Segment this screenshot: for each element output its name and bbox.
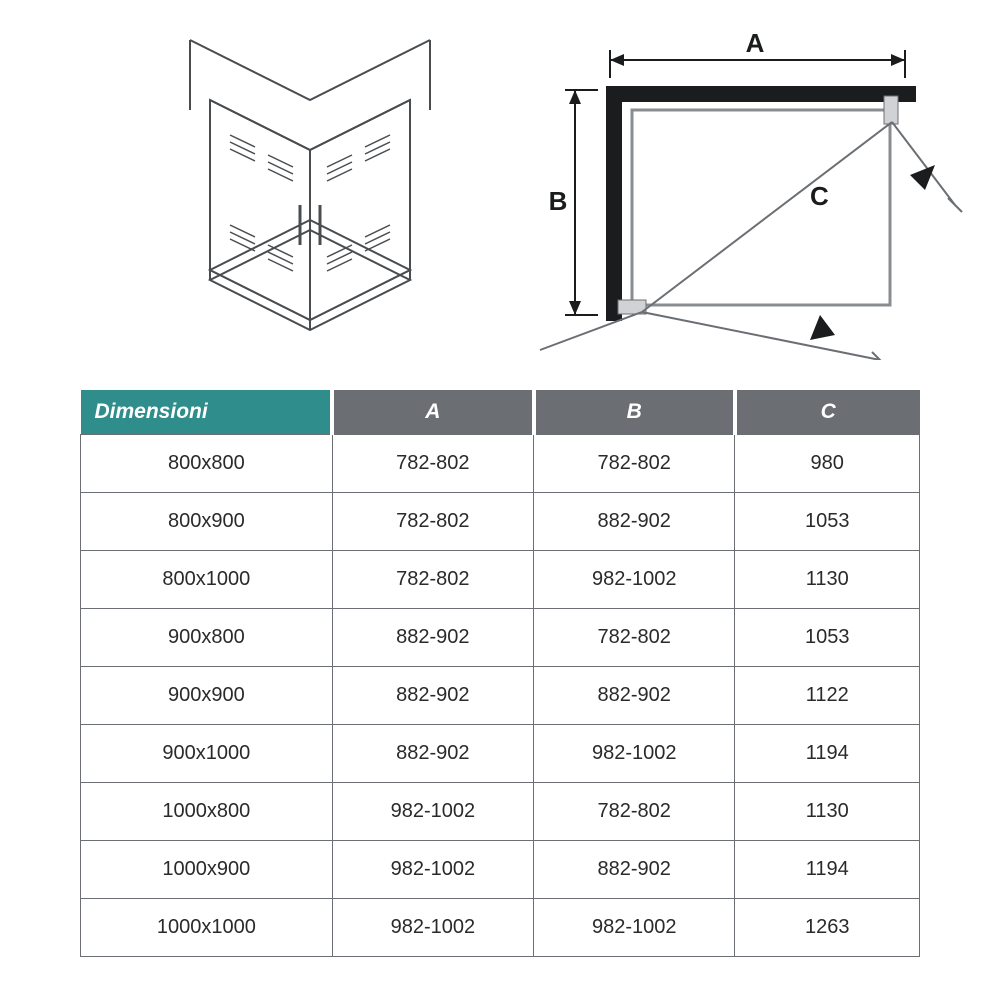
label-a: A: [746, 30, 765, 58]
table-cell: 900x900: [81, 666, 333, 724]
dimensions-table: DimensioniABC 800x800782-802782-80298080…: [80, 390, 920, 957]
table-cell: 982-1002: [332, 782, 533, 840]
table-row: 800x800782-802782-802980: [81, 434, 920, 492]
table-row: 900x800882-902782-8021053: [81, 608, 920, 666]
table-row: 1000x800982-1002782-8021130: [81, 782, 920, 840]
plan-drawing: A B: [540, 30, 962, 360]
table-cell: 882-902: [332, 608, 533, 666]
col-header-dimensioni: Dimensioni: [81, 390, 333, 434]
table-cell: 1130: [735, 550, 920, 608]
table-row: 900x900882-902882-9021122: [81, 666, 920, 724]
table-cell: 1122: [735, 666, 920, 724]
table-row: 800x1000782-802982-10021130: [81, 550, 920, 608]
table-cell: 782-802: [332, 492, 533, 550]
table-cell: 1263: [735, 898, 920, 956]
table-cell: 800x800: [81, 434, 333, 492]
table-row: 900x1000882-902982-10021194: [81, 724, 920, 782]
table-cell: 900x800: [81, 608, 333, 666]
isometric-drawing: [190, 40, 430, 330]
table-cell: 882-902: [534, 492, 735, 550]
table-row: 1000x1000982-1002982-10021263: [81, 898, 920, 956]
table-cell: 882-902: [332, 666, 533, 724]
table-cell: 982-1002: [332, 898, 533, 956]
table-cell: 982-1002: [534, 550, 735, 608]
table-cell: 980: [735, 434, 920, 492]
table-cell: 1130: [735, 782, 920, 840]
table-cell: 882-902: [534, 840, 735, 898]
arrow-icon: [810, 315, 835, 340]
table-cell: 882-902: [534, 666, 735, 724]
table-cell: 782-802: [534, 434, 735, 492]
table-cell: 1053: [735, 608, 920, 666]
col-header-b: B: [534, 390, 735, 434]
table-cell: 882-902: [332, 724, 533, 782]
table-cell: 800x1000: [81, 550, 333, 608]
table-cell: 982-1002: [332, 840, 533, 898]
table-cell: 1053: [735, 492, 920, 550]
col-header-a: A: [332, 390, 533, 434]
table-cell: 1194: [735, 724, 920, 782]
label-b: B: [549, 186, 568, 216]
table-cell: 982-1002: [534, 898, 735, 956]
table-cell: 900x1000: [81, 724, 333, 782]
table-cell: 782-802: [332, 434, 533, 492]
table-cell: 782-802: [332, 550, 533, 608]
table-cell: 1000x1000: [81, 898, 333, 956]
table-row: 800x900782-802882-9021053: [81, 492, 920, 550]
label-c: C: [810, 181, 829, 211]
arrow-icon: [910, 165, 935, 190]
col-header-c: C: [735, 390, 920, 434]
table-cell: 800x900: [81, 492, 333, 550]
table-cell: 1000x900: [81, 840, 333, 898]
technical-diagrams: A B: [0, 30, 1000, 360]
table-cell: 782-802: [534, 608, 735, 666]
table-cell: 1000x800: [81, 782, 333, 840]
table-cell: 982-1002: [534, 724, 735, 782]
table-cell: 782-802: [534, 782, 735, 840]
table-cell: 1194: [735, 840, 920, 898]
table-row: 1000x900982-1002882-9021194: [81, 840, 920, 898]
